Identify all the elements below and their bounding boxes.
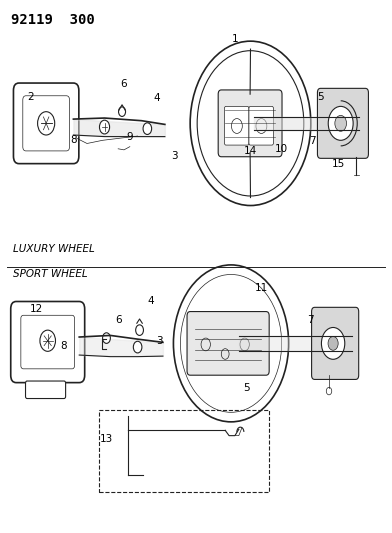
Circle shape — [100, 120, 110, 134]
Circle shape — [136, 325, 143, 335]
Text: LUXURY WHEEL: LUXURY WHEEL — [13, 244, 95, 254]
Text: 14: 14 — [244, 147, 257, 157]
FancyBboxPatch shape — [187, 312, 269, 375]
Text: 9: 9 — [127, 132, 133, 142]
Circle shape — [328, 336, 338, 350]
Text: 5: 5 — [317, 92, 324, 102]
FancyBboxPatch shape — [218, 90, 282, 157]
Circle shape — [118, 107, 125, 116]
FancyBboxPatch shape — [11, 302, 85, 383]
Text: 7: 7 — [307, 314, 314, 325]
Circle shape — [143, 123, 152, 134]
Text: 4: 4 — [154, 93, 160, 103]
Text: 4: 4 — [148, 296, 154, 306]
Text: 8: 8 — [70, 135, 77, 146]
Text: SPORT WHEEL: SPORT WHEEL — [13, 269, 88, 279]
Text: 2: 2 — [27, 92, 34, 102]
FancyBboxPatch shape — [13, 83, 79, 164]
Circle shape — [335, 115, 347, 131]
Circle shape — [103, 333, 111, 343]
Circle shape — [328, 107, 353, 140]
Text: 6: 6 — [115, 314, 122, 325]
Text: 7: 7 — [309, 136, 316, 147]
FancyBboxPatch shape — [318, 88, 368, 158]
Text: 1: 1 — [232, 34, 238, 44]
FancyBboxPatch shape — [249, 107, 274, 145]
FancyBboxPatch shape — [312, 308, 359, 379]
Circle shape — [321, 327, 345, 359]
Text: 6: 6 — [121, 78, 127, 88]
Text: 3: 3 — [171, 151, 178, 161]
Text: 8: 8 — [60, 341, 67, 351]
Text: 15: 15 — [332, 159, 345, 169]
FancyBboxPatch shape — [25, 381, 65, 399]
Text: 13: 13 — [100, 434, 113, 444]
Text: 92119  300: 92119 300 — [11, 13, 95, 27]
FancyBboxPatch shape — [224, 107, 249, 145]
Circle shape — [326, 387, 332, 395]
Text: 3: 3 — [156, 336, 162, 346]
Text: 12: 12 — [30, 304, 43, 314]
Text: 11: 11 — [255, 282, 268, 293]
Text: 10: 10 — [275, 144, 288, 154]
Text: 5: 5 — [243, 383, 250, 393]
Circle shape — [133, 341, 142, 353]
